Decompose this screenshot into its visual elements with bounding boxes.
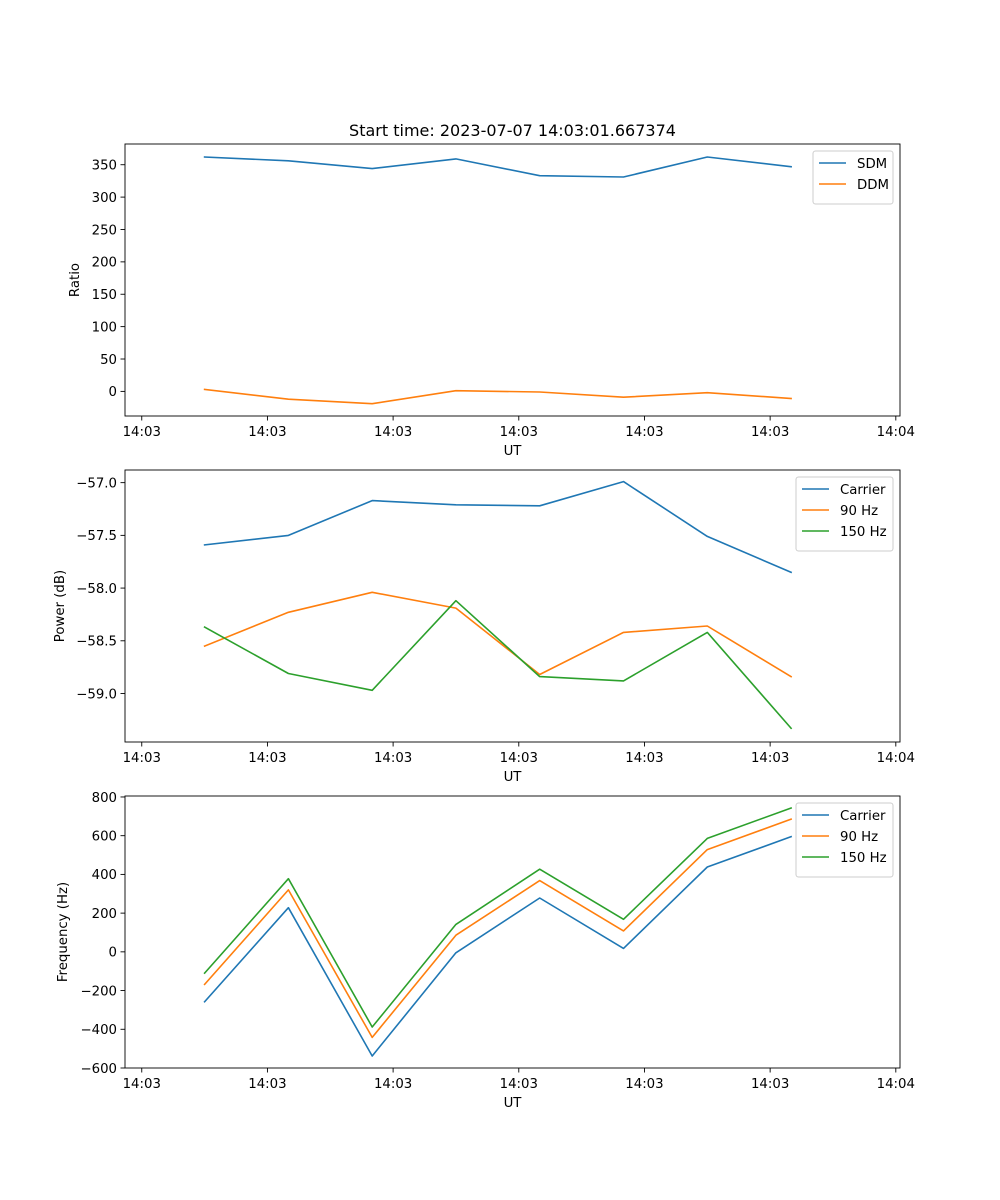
frequency-legend-label: 150 Hz <box>840 851 887 866</box>
ratio-series-line-ddm <box>203 388 792 405</box>
ratio-x-tick-label: 14:03 <box>123 425 161 440</box>
frequency-legend-label: 90 Hz <box>840 830 878 845</box>
ratio-axes-frame <box>124 143 901 417</box>
frequency-legend-label: Carrier <box>840 809 886 824</box>
power-legend-label: 90 Hz <box>840 504 878 519</box>
frequency-panel: 14:03 14:03 14:03 14:03 14:03 14:03 14:04 −600 −… <box>56 791 915 1111</box>
power-legend-label: Carrier <box>840 483 886 498</box>
frequency-y-tick-label: 800 <box>92 791 117 806</box>
power-x-tick-label: 14:03 <box>374 751 412 766</box>
frequency-y-tick-label: 0 <box>109 946 117 961</box>
power-y-tick-label: −58.5 <box>76 635 117 650</box>
power-legend-label: 150 Hz <box>840 525 887 540</box>
power-legend <box>795 476 894 552</box>
frequency-series-line-90-hz <box>203 818 793 1039</box>
power-y-tick-label: −58.0 <box>76 582 117 597</box>
frequency-x-axis-label: UT <box>504 1096 523 1111</box>
ratio-y-tick-label: 200 <box>92 256 117 271</box>
frequency-y-tick-label: 200 <box>92 907 117 922</box>
ratio-x-tick-label: 14:03 <box>625 425 663 440</box>
frequency-series-line-150-hz <box>203 806 793 1028</box>
ratio-y-tick-label: 100 <box>92 320 117 335</box>
power-x-tick-label: 14:03 <box>500 751 538 766</box>
frequency-x-tick-label: 14:03 <box>751 1077 789 1092</box>
power-y-tick-label: −57.5 <box>76 529 117 544</box>
frequency-y-tick-label: −400 <box>80 1023 117 1038</box>
power-series-line-150-hz <box>203 599 793 730</box>
frequency-x-tick-label: 14:03 <box>374 1077 412 1092</box>
ratio-x-tick-label: 14:03 <box>500 425 538 440</box>
power-x-tick-label: 14:03 <box>625 751 663 766</box>
power-axes-frame <box>124 469 901 743</box>
ratio-y-tick-label: 0 <box>109 385 117 400</box>
ratio-panel: 14:03 14:03 14:03 14:03 14:03 14:03 14:04 0 50 10… <box>68 143 915 459</box>
ratio-x-tick-label: 14:03 <box>751 425 789 440</box>
figure-title: Start time: 2023-07-07 14:03:01.667374 <box>349 121 676 140</box>
ratio-series-line-sdm <box>203 156 792 178</box>
frequency-y-tick-label: 400 <box>92 868 117 883</box>
power-x-tick-label: 14:03 <box>248 751 286 766</box>
frequency-y-axis-label: Frequency (Hz) <box>56 882 71 982</box>
power-y-tick-label: −59.0 <box>76 687 117 702</box>
ratio-y-tick-label: 50 <box>100 353 117 368</box>
ratio-legend-label: SDM <box>857 157 887 172</box>
ratio-x-axis-label: UT <box>504 444 523 459</box>
ratio-legend-label: DDM <box>857 178 889 193</box>
power-x-tick-label: 14:04 <box>877 751 915 766</box>
power-x-axis-label: UT <box>504 770 523 785</box>
frequency-x-tick-label: 14:03 <box>500 1077 538 1092</box>
frequency-y-tick-label: 600 <box>92 829 117 844</box>
frequency-y-tick-label: −600 <box>80 1062 117 1077</box>
frequency-x-tick-label: 14:03 <box>625 1077 663 1092</box>
power-panel: 14:03 14:03 14:03 14:03 14:03 14:03 14:04 −59.0… <box>53 469 915 785</box>
frequency-y-tick-label: −200 <box>80 984 117 999</box>
power-series-line-carrier <box>203 480 793 574</box>
ratio-y-tick-label: 150 <box>92 288 117 303</box>
ratio-y-tick-label: 300 <box>92 191 117 206</box>
power-y-tick-label: −57.0 <box>76 476 117 491</box>
ratio-x-tick-label: 14:04 <box>877 425 915 440</box>
frequency-x-tick-label: 14:03 <box>248 1077 286 1092</box>
ratio-y-tick-label: 250 <box>92 223 117 238</box>
ratio-y-axis-label: Ratio <box>68 263 83 297</box>
frequency-axes-frame <box>124 795 901 1069</box>
ratio-x-tick-label: 14:03 <box>248 425 286 440</box>
ratio-y-tick-label: 350 <box>92 159 117 174</box>
ratio-x-tick-label: 14:03 <box>374 425 412 440</box>
power-series-line-90-hz <box>203 591 793 678</box>
frequency-x-tick-label: 14:04 <box>877 1077 915 1092</box>
frequency-x-tick-label: 14:03 <box>123 1077 161 1092</box>
frequency-series-line-carrier <box>203 835 793 1057</box>
power-y-axis-label: Power (dB) <box>53 570 68 642</box>
power-x-tick-label: 14:03 <box>751 751 789 766</box>
power-x-tick-label: 14:03 <box>123 751 161 766</box>
frequency-legend <box>795 802 894 878</box>
ratio-legend <box>812 150 894 205</box>
